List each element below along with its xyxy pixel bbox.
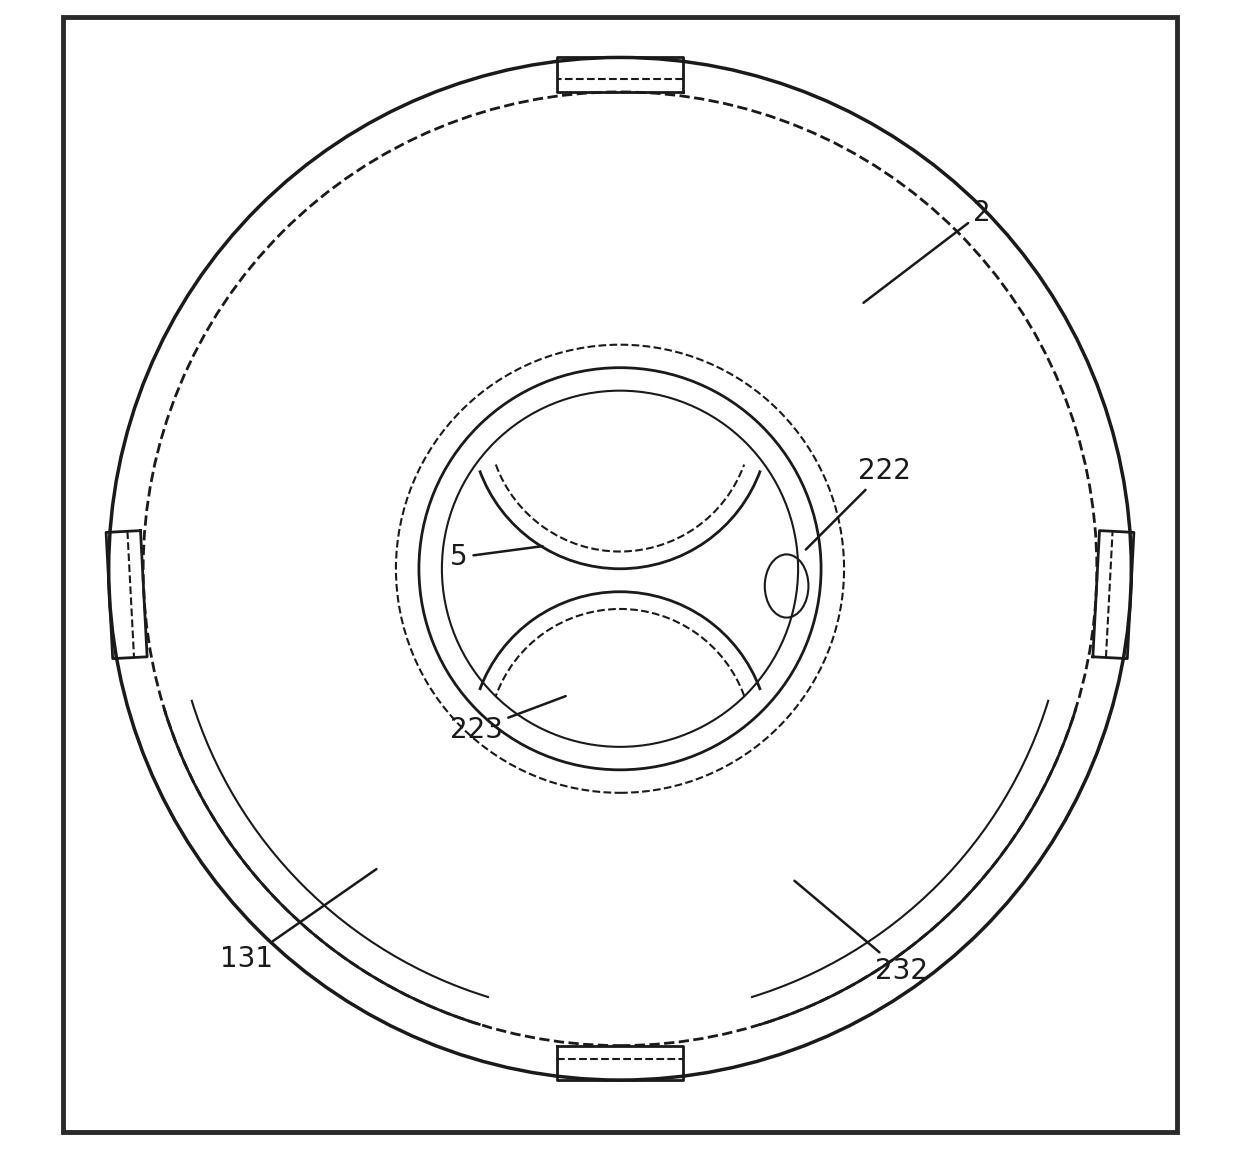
Text: 223: 223 xyxy=(450,696,565,743)
Text: 2: 2 xyxy=(863,199,991,303)
Text: 222: 222 xyxy=(806,457,910,549)
Text: 5: 5 xyxy=(450,543,543,571)
Text: 232: 232 xyxy=(795,881,928,985)
FancyBboxPatch shape xyxy=(63,17,1177,1132)
Text: 131: 131 xyxy=(219,869,377,973)
